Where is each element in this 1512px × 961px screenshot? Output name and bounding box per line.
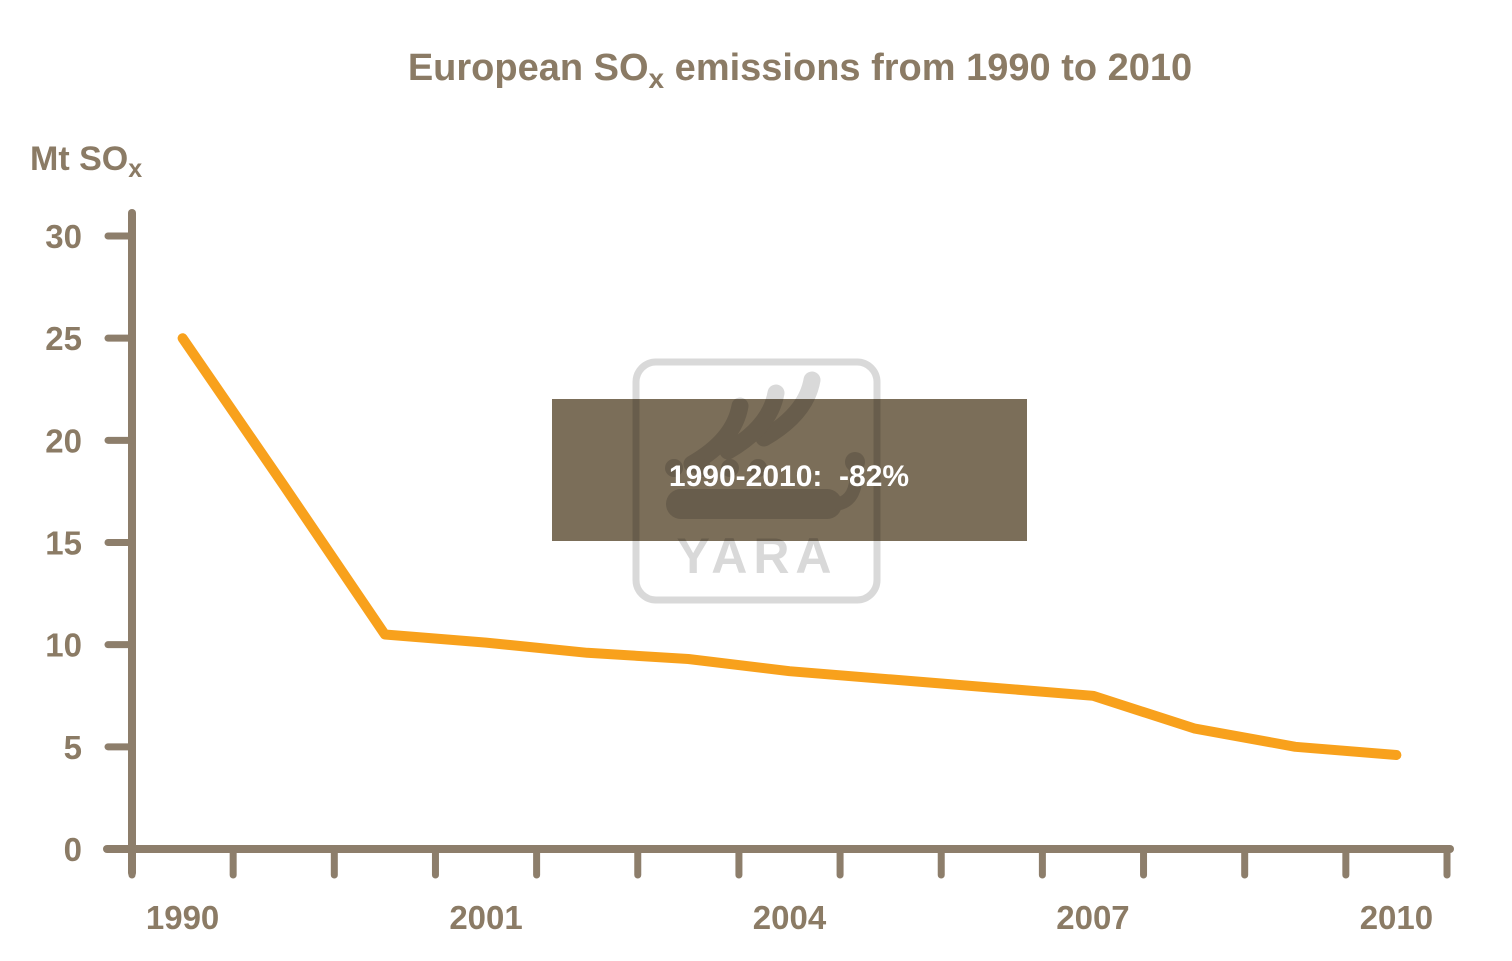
y-axis-title-subscript: x bbox=[128, 155, 142, 183]
y-tick-label: 10 bbox=[45, 627, 82, 664]
emissions-line-series bbox=[177, 333, 1402, 760]
y-tick-label: 15 bbox=[45, 525, 82, 562]
x-tick-label: 2010 bbox=[1360, 899, 1433, 936]
x-axis-ticks bbox=[128, 845, 1451, 879]
title-part1: European SO bbox=[408, 47, 649, 89]
y-tick-label: 0 bbox=[64, 831, 82, 868]
x-tick-label: 2004 bbox=[753, 899, 827, 936]
y-axis-title: Mt SOx bbox=[30, 140, 142, 183]
x-tick-label: 2007 bbox=[1056, 899, 1129, 936]
x-axis-tick-labels: 1990 2001 2004 2007 2010 bbox=[146, 899, 1433, 936]
y-tick-label: 25 bbox=[45, 320, 82, 357]
y-axis-ticks bbox=[104, 232, 136, 853]
y-axis-title-part1: Mt SO bbox=[30, 140, 128, 178]
title-subscript: x bbox=[649, 63, 665, 94]
y-tick-label: 5 bbox=[64, 729, 82, 766]
chart-title: European SOx emissions from 1990 to 2010 bbox=[408, 47, 1192, 94]
annotation-text: 1990-2010: -82% bbox=[669, 460, 909, 493]
y-axis-tick-labels: 0 5 10 15 20 25 30 bbox=[45, 218, 82, 868]
x-tick-label: 1990 bbox=[146, 899, 219, 936]
y-tick-label: 30 bbox=[45, 218, 82, 255]
title-part2: emissions from 1990 to 2010 bbox=[664, 47, 1192, 89]
x-tick-label: 2001 bbox=[449, 899, 522, 936]
y-tick-label: 20 bbox=[45, 422, 82, 459]
